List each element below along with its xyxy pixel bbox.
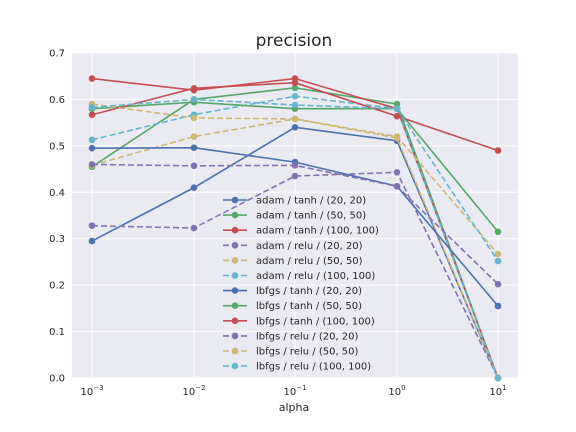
series-line <box>91 171 499 379</box>
data-point <box>291 84 299 92</box>
x-tick-label: 10−3 <box>80 384 103 398</box>
x-tick-label: 10−2 <box>182 384 205 398</box>
x-tick-label: 10−1 <box>283 384 306 398</box>
data-point <box>88 144 96 152</box>
y-tick-label: 0.0 <box>49 374 65 385</box>
data-point <box>494 302 502 310</box>
data-point <box>393 105 401 113</box>
legend-marker <box>231 287 239 294</box>
data-point <box>494 280 502 288</box>
legend-label: adam / tanh / (100, 100) <box>256 226 379 237</box>
legend-marker <box>231 332 239 340</box>
data-point <box>494 147 502 154</box>
legend-label: lbfgs / tanh / (20, 20) <box>256 286 362 297</box>
legend-marker <box>231 347 239 355</box>
y-tick-label: 0.6 <box>49 95 65 106</box>
data-point <box>291 115 299 123</box>
x-axis-title: alpha <box>279 401 310 414</box>
data-point <box>190 133 198 140</box>
data-point <box>190 162 198 170</box>
legend-marker <box>231 302 239 310</box>
x-tick-label: 100 <box>388 384 405 398</box>
data-point <box>291 101 299 109</box>
data-point <box>291 162 299 169</box>
legend-marker <box>231 362 239 370</box>
legend-marker <box>231 272 239 279</box>
data-point <box>190 184 198 191</box>
data-point <box>291 172 299 180</box>
data-point <box>291 92 299 100</box>
y-tick-label: 0.7 <box>49 49 65 60</box>
data-point <box>291 123 299 131</box>
legend-marker <box>231 211 239 219</box>
data-point <box>88 222 96 230</box>
legend-marker <box>231 257 239 264</box>
legend-label: adam / tanh / (50, 50) <box>256 211 366 222</box>
data-point <box>190 224 198 232</box>
legend-marker <box>231 317 239 325</box>
data-point <box>88 237 96 245</box>
legend-label: lbfgs / tanh / (100, 100) <box>256 316 375 327</box>
data-point <box>393 100 401 108</box>
y-tick-label: 0.5 <box>49 141 65 152</box>
data-point <box>88 104 96 111</box>
data-point <box>190 96 198 103</box>
legend-label: adam / relu / (20, 20) <box>256 241 363 252</box>
legend-label: lbfgs / relu / (50, 50) <box>256 347 359 358</box>
data-point <box>494 250 502 258</box>
plot-area: 0.0 0.1 0.2 0.3 0.4 0.5 0.6 0.7 10−3 10−2 10−1 100 1… <box>49 49 518 398</box>
data-point <box>88 111 96 119</box>
legend-marker <box>231 196 239 204</box>
data-point <box>393 182 401 190</box>
legend-label: lbfgs / relu / (100, 100) <box>256 362 371 373</box>
legend-marker <box>231 226 239 234</box>
data-point <box>494 257 502 265</box>
y-tick-label: 0.4 <box>49 188 65 199</box>
data-point <box>494 374 502 382</box>
data-point <box>393 133 401 140</box>
data-point <box>190 114 198 122</box>
data-point <box>88 75 96 82</box>
data-point <box>494 228 502 236</box>
legend-label: adam / relu / (50, 50) <box>256 256 363 267</box>
y-tick-label: 0.1 <box>49 327 65 338</box>
y-tick-label: 0.3 <box>49 234 65 245</box>
data-point <box>88 161 96 168</box>
legend-marker <box>231 242 239 249</box>
data-point <box>190 84 198 92</box>
data-point <box>190 144 198 152</box>
data-point <box>291 79 299 87</box>
legend-label: lbfgs / relu / (20, 20) <box>256 331 359 342</box>
legend-label: lbfgs / tanh / (50, 50) <box>256 301 362 312</box>
data-point <box>393 169 401 176</box>
legend-label: adam / tanh / (20, 20) <box>256 196 366 207</box>
data-point <box>393 112 401 120</box>
x-tick-label: 101 <box>489 384 506 398</box>
data-point <box>88 136 96 144</box>
legend-label: adam / relu / (100, 100) <box>256 271 375 282</box>
y-tick-label: 0.2 <box>49 281 65 292</box>
chart-title: precision <box>256 31 333 51</box>
